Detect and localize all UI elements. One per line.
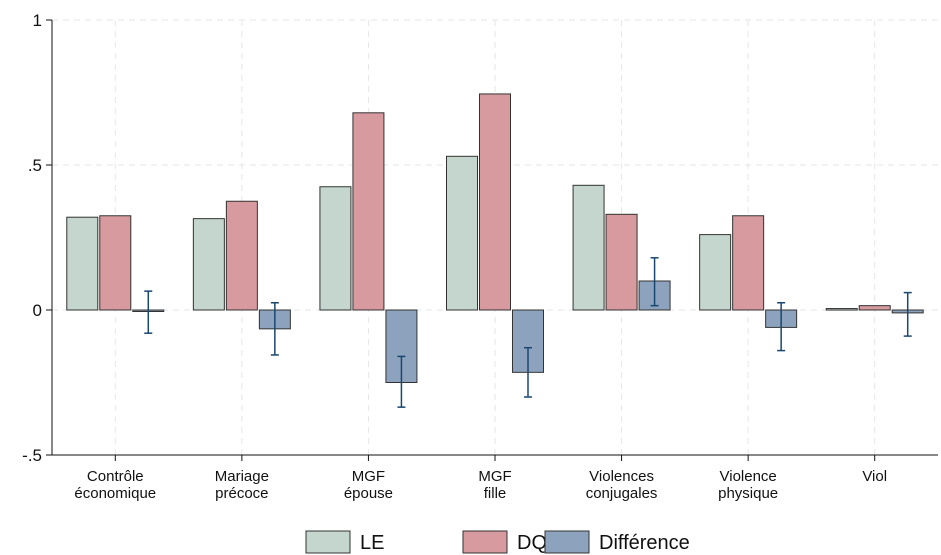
bar-le-3 [446,155,478,311]
y-tick-label: 1 [33,11,42,30]
error-bars [144,257,912,408]
bar-dq-4 [605,213,638,311]
bar-le-0 [66,216,99,311]
bar-le-2 [319,186,352,311]
category-label: physique [718,485,778,502]
y-tick-label: -.5 [22,446,42,465]
category-label: fille [484,485,507,502]
bar-dq-2 [352,112,385,311]
category-label: Mariage [215,468,269,485]
bars [66,93,924,383]
legend-swatch-0 [305,530,351,554]
legend-label: DQ [517,532,547,554]
legend: LE DQ Différence [305,530,690,554]
category-label: MGF [478,468,511,485]
y-tick-label: .5 [28,156,42,175]
category-label: conjugales [586,485,658,502]
category-label: Viol [862,468,887,485]
y-tick-label: 0 [33,301,42,320]
legend-label: LE [360,532,384,554]
bar-dq-5 [732,215,765,311]
legend-label: Différence [599,532,690,554]
bar-dq-3 [479,93,511,311]
x-axis: ContrôleéconomiqueMariageprécoceMGFépous… [52,454,938,502]
category-label: MGF [352,468,385,485]
category-label: économique [74,485,156,502]
bar-dq-0 [99,215,132,311]
bar-le-6 [825,308,858,311]
bar-le-5 [699,234,732,311]
bar-dq-6 [858,305,891,311]
category-label: épouse [344,485,393,502]
category-label: Violence [720,468,777,485]
bar-le-4 [572,184,605,311]
legend-swatch-2 [544,530,590,554]
category-label: Violences [589,468,654,485]
bar-dq-1 [225,200,258,311]
category-label: précoce [215,485,268,502]
y-axis: -.5 0 .5 1 [22,11,53,465]
bar-le-1 [192,218,225,311]
legend-swatch-1 [462,530,508,554]
category-label: Contrôle [87,468,144,485]
